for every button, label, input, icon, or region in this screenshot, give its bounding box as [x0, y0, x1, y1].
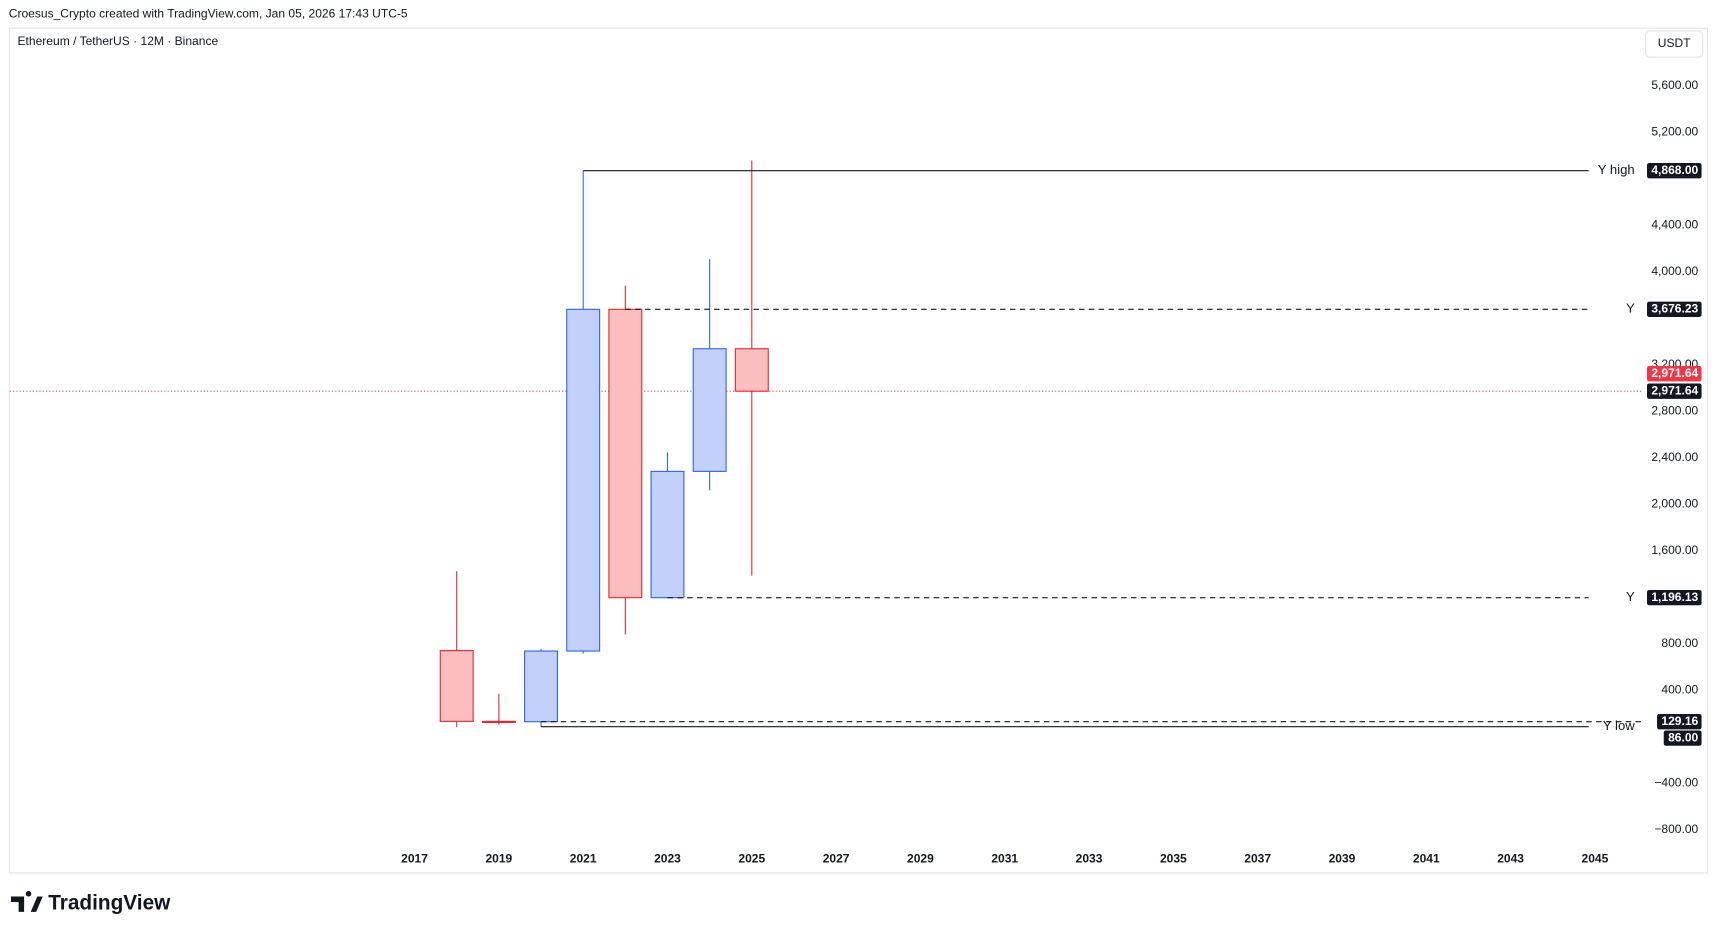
price-badge	[1646, 383, 1702, 399]
y-tick-label: 5,200.00	[1651, 124, 1698, 138]
header: Croesus_Crypto created with TradingView.…	[9, 7, 408, 21]
price-badge-label: 129.16	[1661, 714, 1698, 728]
x-tick-label: 2027	[823, 851, 850, 865]
price-badge	[1646, 589, 1702, 606]
x-tick-label: 2041	[1413, 851, 1440, 865]
level-label: Y low	[1603, 718, 1635, 733]
x-tick-label: 2045	[1582, 851, 1609, 865]
x-tick-label: 2025	[738, 851, 765, 865]
chart-title: Ethereum / TetherUS · 12M · Binance	[18, 34, 219, 48]
candle-body	[650, 470, 685, 599]
candle-body	[734, 348, 769, 392]
candle-body	[692, 348, 727, 472]
candle-body	[439, 650, 474, 722]
price-badge-label: 2,971.64	[1651, 383, 1698, 397]
price-badge-label: 2,971.64	[1651, 366, 1698, 380]
y-tick-label: −400.00	[1654, 775, 1698, 789]
y-tick-label: 800.00	[1661, 636, 1698, 650]
y-tick-label: 4,000.00	[1651, 264, 1698, 278]
y-tick-label: 2,800.00	[1651, 403, 1698, 417]
price-badge-label: 86.00	[1668, 730, 1698, 744]
x-tick-label: 2031	[991, 851, 1018, 865]
brand: TradingView	[48, 892, 171, 915]
x-tick-label: 2023	[654, 851, 681, 865]
level-label: Y	[1626, 301, 1635, 316]
x-tick-label: 2019	[485, 851, 512, 865]
level-label: Y	[1626, 589, 1635, 604]
candle-body	[524, 650, 559, 723]
price-badge-label: 4,868.00	[1651, 163, 1698, 177]
price-badge	[1657, 714, 1702, 730]
chart-frame	[8, 27, 1709, 874]
price-badge	[1646, 301, 1702, 317]
price-badge	[1663, 730, 1702, 746]
logo-mark	[10, 891, 43, 912]
currency-button[interactable]	[1645, 30, 1704, 58]
y-tick-label: 5,600.00	[1651, 78, 1698, 92]
price-badge-label: 1,196.13	[1651, 590, 1698, 604]
price-badge	[1646, 365, 1702, 382]
price-badge	[1646, 163, 1702, 179]
x-tick-label: 2033	[1076, 851, 1103, 865]
currency[interactable]: USDT	[1658, 36, 1691, 50]
y-tick-label: 2,000.00	[1651, 496, 1698, 510]
candle-body	[481, 720, 516, 724]
y-tick-label: 4,400.00	[1651, 217, 1698, 231]
x-tick-label: 2017	[401, 851, 428, 865]
y-tick-label: 400.00	[1661, 682, 1698, 696]
y-tick-label: 1,600.00	[1651, 543, 1698, 557]
price-badge-label: 3,676.23	[1651, 301, 1698, 315]
y-tick-label: 2,400.00	[1651, 450, 1698, 464]
level-label: Y high	[1598, 162, 1635, 177]
candle-body	[566, 308, 601, 652]
y-tick-label: −800.00	[1654, 822, 1698, 836]
x-tick-label: 2043	[1497, 851, 1524, 865]
x-tick-label: 2037	[1244, 851, 1271, 865]
candle-body	[608, 308, 643, 599]
x-tick-label: 2029	[907, 851, 934, 865]
x-tick-label: 2035	[1160, 851, 1187, 865]
x-tick-label: 2021	[570, 851, 597, 865]
logo: TradingView	[10, 891, 171, 915]
x-tick-label: 2039	[1329, 851, 1356, 865]
